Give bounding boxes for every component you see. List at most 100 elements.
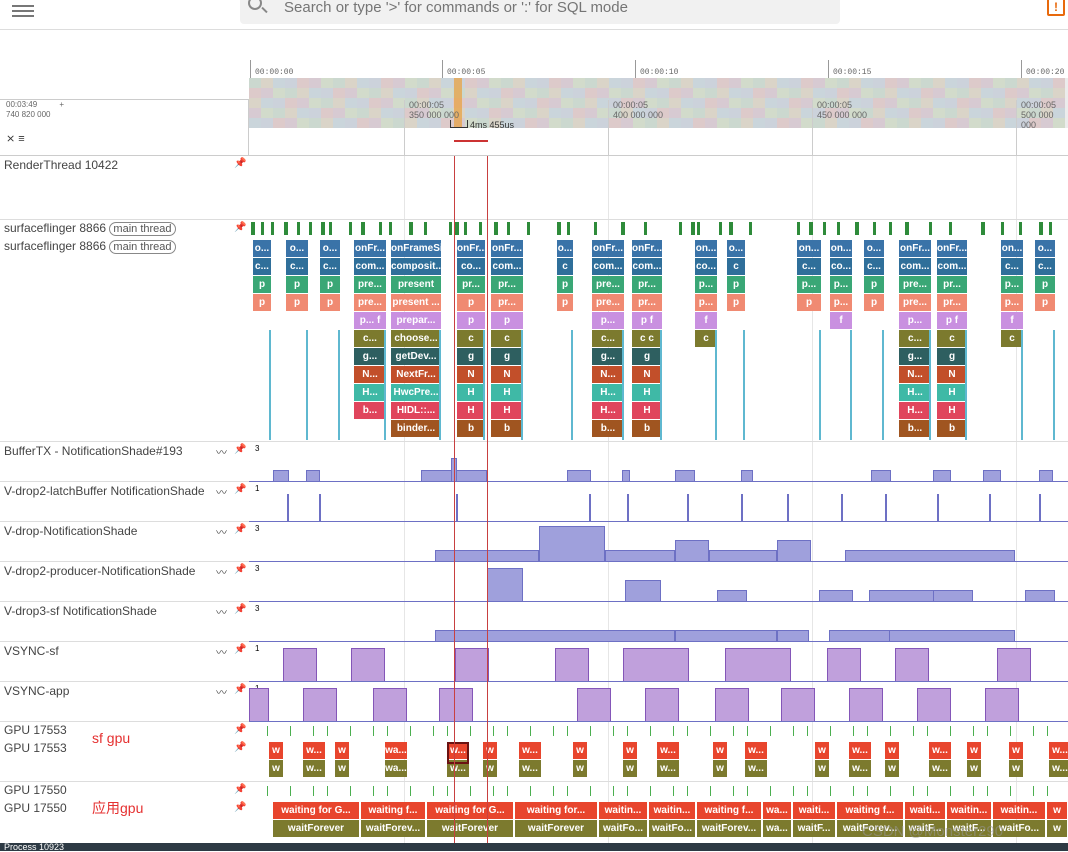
sf-slice[interactable]: o... (320, 240, 340, 257)
sf-slice[interactable]: c... (286, 258, 308, 275)
selection-marker[interactable] (454, 140, 488, 150)
sf-slice[interactable]: pr... (632, 276, 662, 293)
track-vsync-app[interactable]: VSYNC-app 〰 📌 1 (0, 682, 1068, 722)
gpu-slice[interactable]: w (335, 760, 349, 777)
sf-slice[interactable]: onFrameSi... (391, 240, 441, 257)
gpu-slice[interactable]: w... (745, 742, 767, 759)
sf-slice[interactable]: c (557, 258, 573, 275)
sf-slice[interactable]: p (457, 294, 485, 311)
counter-segment[interactable] (351, 648, 385, 682)
sf-slice[interactable]: p (864, 294, 884, 311)
sf-slice[interactable]: c... (864, 258, 884, 275)
sf-slice[interactable]: N... (354, 366, 386, 383)
gpu-slice[interactable]: wa... (385, 742, 407, 759)
warning-icon[interactable]: ! (1047, 0, 1065, 16)
counter-segment[interactable] (675, 630, 777, 642)
sf-slice[interactable]: N (491, 366, 523, 383)
app-gpu-slice[interactable]: waiting f... (837, 802, 903, 819)
counter-segment[interactable] (827, 648, 861, 682)
sf-slice[interactable]: pre... (899, 276, 931, 293)
sf-slice[interactable]: b... (899, 420, 931, 437)
gpu-slice[interactable]: w (623, 742, 637, 759)
counter-segment[interactable] (675, 470, 695, 482)
counter-segment[interactable] (871, 470, 891, 482)
chart-icon[interactable]: 〰 (216, 647, 227, 659)
pin-icon[interactable]: 📌 (234, 158, 247, 169)
counter-lane[interactable] (249, 562, 1068, 602)
counter-segment[interactable] (889, 630, 1015, 642)
sf-slice[interactable]: pre... (354, 276, 386, 293)
counter-segment[interactable] (627, 494, 629, 522)
sf-slice[interactable]: f (830, 312, 852, 329)
sf-slice[interactable]: NextFr... (391, 366, 441, 383)
gpu-slice[interactable]: w... (519, 742, 541, 759)
sf-slice[interactable]: o... (557, 240, 573, 257)
sf-slice[interactable]: H (937, 402, 967, 419)
app-gpu-slice[interactable]: waiti... (905, 802, 945, 819)
sf-slice[interactable]: pr... (937, 294, 967, 311)
counter-segment[interactable] (741, 470, 753, 482)
gpu-slice[interactable]: w (483, 760, 497, 777)
counter-segment[interactable] (439, 688, 473, 722)
gpu-slice[interactable]: w... (1049, 760, 1068, 777)
sf-slice[interactable]: p (491, 312, 523, 329)
sf-slice[interactable]: o... (253, 240, 271, 257)
sf-slice[interactable]: g (632, 348, 662, 365)
app-gpu-slice[interactable]: waitForever (273, 820, 359, 837)
app-gpu-slice[interactable]: waiti... (793, 802, 835, 819)
counter-segment[interactable] (917, 688, 951, 722)
pin-icon[interactable]: 📌 (234, 742, 247, 753)
counter-segment[interactable] (577, 688, 611, 722)
sf-slice[interactable]: com... (354, 258, 386, 275)
sf-slice[interactable]: g... (354, 348, 386, 365)
gpu-slice[interactable]: w (483, 742, 497, 759)
gpu-slice[interactable]: w (573, 760, 587, 777)
track-renderthread[interactable]: RenderThread 10422 📌 (0, 156, 1068, 220)
timeline-overview[interactable]: 00:00:00 00:00:05 00:00:10 00:00:15 00:0… (0, 30, 1068, 128)
sf-slice[interactable]: p... (592, 312, 624, 329)
sf-slice[interactable]: pr... (937, 276, 967, 293)
app-gpu-slice[interactable]: waitin... (599, 802, 647, 819)
counter-segment[interactable] (589, 494, 591, 522)
sf-slice[interactable]: H... (899, 384, 931, 401)
sf-slice[interactable]: H (937, 384, 967, 401)
app-gpu-slice[interactable]: waitFo... (993, 820, 1045, 837)
counter-segment[interactable] (849, 688, 883, 722)
counter-segment[interactable] (997, 648, 1031, 682)
sf-slice[interactable]: p... (830, 294, 852, 311)
sf-slice[interactable]: pr... (457, 276, 485, 293)
counter-segment[interactable] (885, 494, 887, 522)
sf-slice[interactable]: com... (491, 258, 523, 275)
sf-slice[interactable]: g... (592, 348, 624, 365)
counter-segment[interactable] (625, 580, 661, 602)
sf-slice[interactable]: pre... (592, 276, 624, 293)
chart-icon[interactable]: 〰 (216, 527, 227, 539)
counter-segment[interactable] (303, 688, 337, 722)
counter-segment[interactable] (841, 494, 843, 522)
counter-segment[interactable] (287, 494, 289, 522)
sf-slice[interactable]: com... (899, 258, 931, 275)
sf-slice[interactable]: b (491, 420, 523, 437)
collapse-icon[interactable]: ⨯ ≡ (6, 133, 25, 145)
gpu-slice[interactable]: w (713, 742, 727, 759)
sf-slice[interactable]: p... f (354, 312, 386, 329)
track-buffertx[interactable]: BufferTX - NotificationShade#193 〰 📌 3 (0, 442, 1068, 482)
sf-slice[interactable]: c... (797, 258, 821, 275)
pin-icon[interactable]: 📌 (234, 802, 247, 813)
app-gpu-slice[interactable]: waitin... (947, 802, 991, 819)
sf-slice[interactable]: H (632, 402, 662, 419)
sf-slice[interactable]: c (491, 330, 523, 347)
sf-slice[interactable]: p... (695, 276, 717, 293)
sf-slice[interactable]: c (1001, 330, 1023, 347)
counter-segment[interactable] (455, 648, 489, 682)
gpu-slice[interactable]: w (1009, 742, 1023, 759)
sf-slice[interactable]: f (1001, 312, 1023, 329)
chart-icon[interactable]: 〰 (216, 487, 227, 499)
thread-state-lane[interactable] (249, 726, 1068, 736)
pin-icon[interactable]: 📌 (234, 484, 247, 495)
sf-slice[interactable]: p... (695, 294, 717, 311)
counter-segment[interactable] (645, 688, 679, 722)
counter-segment[interactable] (373, 688, 407, 722)
counter-segment[interactable] (1025, 590, 1055, 602)
gpu-slice[interactable]: w (885, 760, 899, 777)
